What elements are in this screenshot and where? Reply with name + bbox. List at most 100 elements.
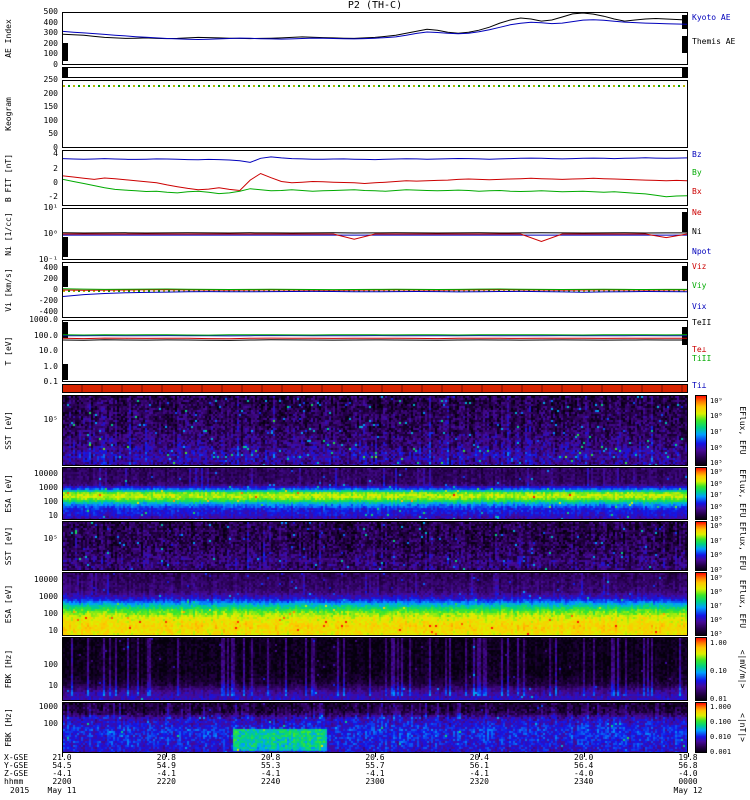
line-plot-bfit <box>63 156 687 198</box>
y-tick-label: 10000 <box>33 575 58 585</box>
panel-ssti <box>62 521 688 571</box>
y-tick-label: 10 <box>48 680 58 690</box>
colorbar-tick-label: 10⁸ <box>710 479 723 488</box>
colorbar-gradient <box>696 396 706 465</box>
colorbar-unit-esae: EFlux, EFU <box>738 469 747 518</box>
x-tick-mark <box>375 753 376 757</box>
colorbar-tick-label: 10⁵ <box>710 514 723 523</box>
axis-row-label: hhmm <box>4 777 24 786</box>
y-tick-label: 250 <box>43 75 58 84</box>
y-tick-label: 10⁻¹ <box>38 255 58 264</box>
series-label: Viz <box>692 261 707 271</box>
y-tick-label: 10000 <box>33 468 58 478</box>
ephemeris-value: 20.4 <box>469 753 489 762</box>
colorbar-esae <box>695 467 707 520</box>
colorbar-gradient <box>696 468 706 519</box>
ephemeris-value: -4.1 <box>52 769 72 778</box>
colorbar-tick-label: 10⁶ <box>710 551 723 560</box>
panel-ylabel-bfit: B FIT [nT] <box>4 153 13 203</box>
colorbar-tick-label: 10⁹ <box>710 468 723 477</box>
series-label: By <box>692 168 702 178</box>
y-tick-label: 200 <box>43 38 58 48</box>
panel-t <box>62 320 688 382</box>
colorbar-fbke <box>695 637 707 701</box>
y-tick-label: 1000 <box>38 482 58 492</box>
panel-esai <box>62 572 688 636</box>
panel-ylabel-t: T [eV] <box>4 336 13 366</box>
series-label: TeII <box>692 318 712 327</box>
data-gap-marker <box>63 68 68 77</box>
ephemeris-value: 20.8 <box>261 753 281 762</box>
y-tick-label: 1000.0 <box>29 315 58 324</box>
series-label: Te⊥ <box>692 345 707 355</box>
ephemeris-value: 21.0 <box>52 753 72 762</box>
colorbar-tick-label: 10⁵ <box>710 566 723 574</box>
panel-ylabel-esae: ESA [eV] <box>4 474 13 513</box>
y-tick-label: 400 <box>43 17 58 27</box>
ephemeris-value: -4.0 <box>574 769 594 778</box>
colorbar-unit-esai: EFlux, EFU <box>738 579 747 629</box>
colorbar-tick-label: 10⁷ <box>710 601 723 610</box>
line-plot-ae <box>63 13 687 41</box>
colorbar-unit-fbkb: <|nT|> <box>738 713 747 742</box>
data-gap-marker <box>682 68 687 77</box>
colorbar-tick-label: 10⁵ <box>710 459 723 468</box>
panel-ylabel-keo: Keogram <box>4 97 13 131</box>
panel-bfit <box>62 150 688 206</box>
colorbar-fbkb <box>695 702 707 753</box>
line-plot-ni <box>63 232 687 243</box>
data-gap-marker <box>63 265 68 288</box>
series-label: Vix <box>692 302 707 311</box>
y-tick-label: 200 <box>43 88 58 98</box>
ephemeris-value: 54.9 <box>156 761 176 770</box>
y-tick-label: 10.0 <box>38 346 58 355</box>
panel-keo <box>62 80 688 148</box>
colorbar-tick-label: 1.00 <box>710 638 727 647</box>
ephemeris-value: 20.0 <box>574 753 594 762</box>
y-tick-label: -200 <box>38 296 58 306</box>
time-tick-label: 2300 <box>365 777 385 786</box>
panel-ylabel-ae: AE Index <box>4 19 13 58</box>
ephemeris-value: -4.1 <box>261 769 281 778</box>
data-gap-marker <box>682 265 687 281</box>
series-label: Npot <box>692 246 712 256</box>
y-tick-label: 0 <box>53 178 58 188</box>
colorbar-tick-label: 0.10 <box>710 666 727 675</box>
axis-row-label: X-GSE <box>4 753 29 762</box>
colorbar-tick-label: 10⁸ <box>710 587 723 596</box>
ephemeris-value: 56.4 <box>574 761 594 770</box>
y-tick-label: 2 <box>53 163 58 173</box>
y-tick-label: 0 <box>53 60 58 69</box>
panel-ylabel-esai: ESA [eV] <box>4 584 13 624</box>
spectrogram-ssti <box>63 522 687 570</box>
ephemeris-value: -4.1 <box>469 769 489 778</box>
x-tick-mark <box>688 753 689 757</box>
colorbar-tick-label: 10⁶ <box>710 503 723 512</box>
data-gap-marker <box>682 212 687 232</box>
panel-esae <box>62 467 688 520</box>
y-tick-label: 10⁵ <box>43 533 58 543</box>
colorbar-tick-label: 1.000 <box>710 703 732 712</box>
colorbar-tick-label: 10⁶ <box>710 615 723 624</box>
panel-ylabel-fbkb: FBK [Hz] <box>4 708 13 747</box>
y-tick-label: 10 <box>48 510 58 520</box>
colorbar-sste <box>695 395 707 466</box>
colorbar-tick-label: 10⁵ <box>710 629 723 638</box>
panel-ylabel-fbke: FBK [Hz] <box>4 649 13 689</box>
panel-strip <box>62 67 688 78</box>
data-gap-marker <box>63 42 68 62</box>
ephemeris-value: 55.7 <box>365 761 385 770</box>
time-tick-label: 2200 <box>52 777 72 786</box>
axis-row-label: Y-GSE <box>4 761 29 770</box>
data-gap-marker <box>63 322 68 338</box>
axis-row-label: Z-GSE <box>4 769 29 778</box>
panel-sste <box>62 395 688 466</box>
panel-fbkb <box>62 702 688 753</box>
y-tick-label: 100 <box>43 659 58 669</box>
series-label: Ti⊥ <box>692 381 707 391</box>
colorbar-tick-label: 10⁹ <box>710 396 723 405</box>
line-plot-t <box>63 334 687 341</box>
data-gap-marker <box>63 236 68 257</box>
y-tick-label: 1.0 <box>43 361 58 371</box>
y-tick-label: 1000 <box>38 591 58 601</box>
